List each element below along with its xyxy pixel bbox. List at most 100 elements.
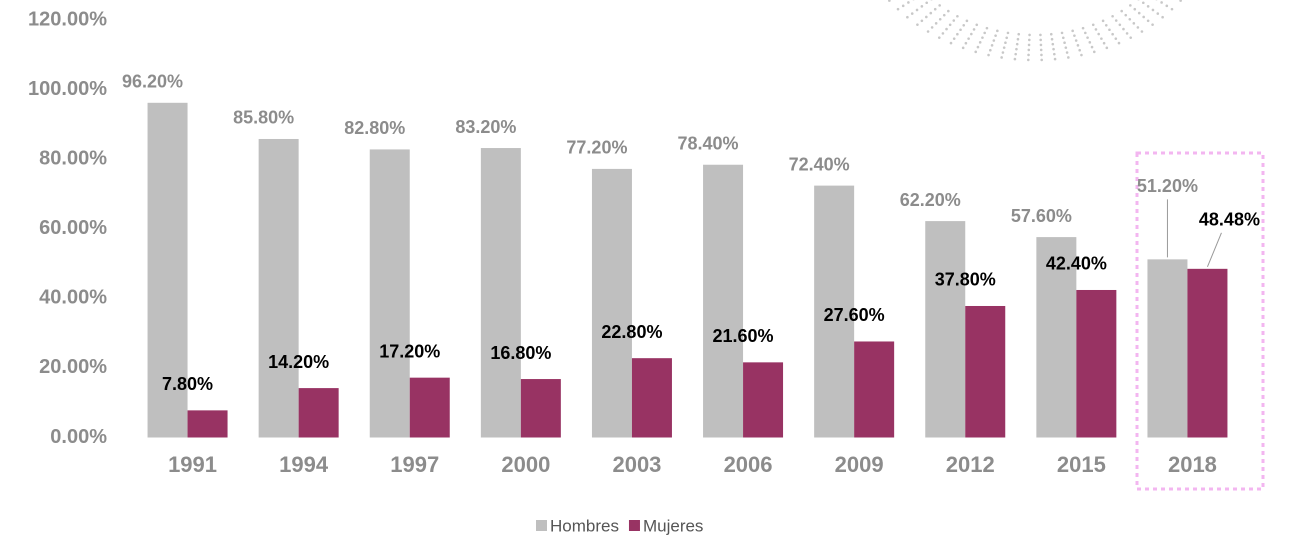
bar	[369, 149, 410, 438]
deco-dot	[1114, 37, 1118, 40]
deco-dot	[1071, 29, 1074, 33]
value-label: 51.20%	[1137, 176, 1198, 196]
deco-dot	[925, 1, 928, 5]
deco-dot	[1091, 23, 1095, 27]
value-label: 21.60%	[713, 326, 774, 346]
deco-dot	[1125, 32, 1129, 35]
value-label: 27.60%	[824, 305, 885, 325]
deco-dot	[1117, 41, 1121, 45]
y-tick-label: 40.00%	[39, 287, 107, 309]
deco-dot	[907, 1, 910, 4]
x-tick-label: 2015	[1057, 452, 1106, 477]
deco-dot	[975, 23, 979, 27]
deco-dot	[1078, 48, 1081, 52]
deco-dot	[1097, 32, 1100, 36]
bar	[1187, 268, 1228, 438]
value-label: 77.20%	[566, 138, 627, 158]
value-label: 48.48%	[1199, 210, 1260, 230]
deco-dot	[1101, 19, 1105, 23]
deco-dot	[1014, 52, 1017, 56]
legend-label: Hombres	[550, 516, 619, 535]
deco-dot	[1170, 7, 1174, 11]
deco-dot	[1080, 53, 1083, 57]
deco-dot	[952, 19, 956, 22]
deco-dot	[1146, 5, 1150, 8]
x-tick-label: 1997	[390, 452, 439, 477]
value-label: 22.80%	[601, 322, 662, 342]
deco-dot	[925, 15, 928, 19]
deco-dot	[1122, 27, 1125, 31]
deco-dot	[1108, 28, 1111, 32]
deco-dot	[952, 37, 956, 40]
deco-dot	[910, 12, 914, 15]
deco-dot	[1052, 47, 1055, 51]
deco-dot	[1006, 31, 1010, 35]
deco-dot	[930, 26, 934, 29]
legend-swatch	[628, 520, 640, 531]
deco-dot	[970, 32, 973, 36]
value-label: 62.20%	[900, 190, 961, 210]
deco-dot	[1137, 11, 1141, 15]
deco-dot	[1124, 13, 1128, 17]
deco-dot	[1016, 37, 1020, 41]
deco-dot	[1065, 51, 1069, 54]
deco-dot	[996, 29, 999, 33]
bar	[258, 138, 299, 438]
deco-dot	[1151, 8, 1155, 12]
deco-dot	[920, 5, 924, 8]
deco-dot	[981, 36, 984, 39]
x-tick-label: 1991	[168, 452, 217, 477]
deco-dot	[1039, 43, 1043, 47]
deco-dot	[974, 50, 978, 54]
deco-dot	[1151, 23, 1154, 26]
value-label: 42.40%	[1046, 254, 1107, 274]
deco-dot	[1146, 19, 1150, 23]
bar	[703, 164, 744, 438]
deco-dot	[1053, 57, 1057, 61]
value-label: 85.80%	[233, 108, 294, 128]
deco-dot	[1081, 26, 1085, 30]
x-tick-label: 2018	[1168, 452, 1217, 477]
x-tick-label: 2000	[501, 452, 550, 477]
deco-dot	[896, 7, 900, 11]
deco-dot	[1051, 42, 1055, 46]
deco-dot	[990, 44, 994, 47]
deco-dot	[967, 37, 970, 40]
legend-label: Mujeres	[643, 516, 703, 535]
deco-dot	[1015, 47, 1018, 51]
deco-dot	[1039, 48, 1043, 52]
deco-dot	[1004, 41, 1007, 45]
bar	[854, 341, 895, 438]
deco-dot	[1092, 50, 1096, 54]
deco-dot	[985, 26, 989, 30]
deco-dot	[1027, 43, 1031, 47]
value-label: 82.80%	[344, 118, 405, 138]
deco-dot	[1161, 15, 1164, 19]
deco-dot	[1156, 12, 1160, 15]
deco-dot	[888, 0, 891, 2]
deco-dot	[948, 23, 952, 27]
deco-dot	[962, 23, 966, 27]
deco-dot	[972, 28, 976, 31]
y-tick-label: 60.00%	[39, 217, 107, 239]
deco-dot	[1160, 1, 1163, 4]
deco-dot	[938, 17, 942, 21]
x-tick-label: 2009	[835, 452, 884, 477]
deco-dot	[901, 4, 905, 8]
deco-dot	[1026, 58, 1030, 62]
y-tick-label: 20.00%	[39, 356, 107, 378]
bar	[298, 388, 339, 438]
value-label: 37.80%	[935, 270, 996, 290]
deco-dot	[989, 48, 992, 52]
bar	[591, 168, 632, 438]
deco-dot	[994, 34, 997, 37]
deco-dot	[1000, 56, 1003, 59]
deco-dot	[1040, 58, 1044, 62]
deco-dot	[1129, 4, 1132, 7]
deco-dot	[941, 32, 945, 35]
deco-dot	[1142, 15, 1145, 19]
deco-dot	[961, 46, 965, 50]
value-label: 96.20%	[122, 72, 183, 92]
y-tick-label: 80.00%	[39, 147, 107, 169]
